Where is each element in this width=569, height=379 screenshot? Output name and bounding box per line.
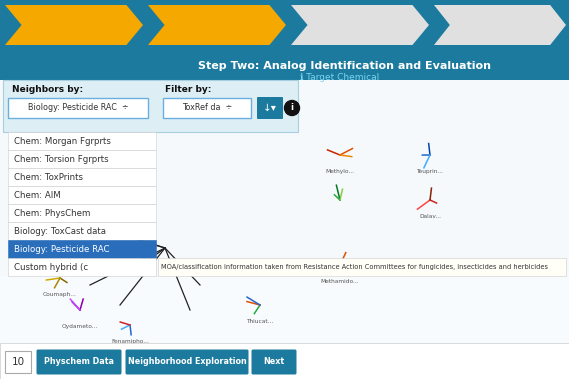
Bar — [8, 258, 156, 276]
Text: Custom hybrid (c: Custom hybrid (c — [14, 263, 88, 271]
Text: ↓▾: ↓▾ — [263, 103, 277, 113]
Bar — [8, 98, 148, 118]
FancyBboxPatch shape — [36, 349, 122, 374]
Bar — [5, 351, 31, 373]
Circle shape — [284, 100, 299, 116]
Text: Chem: Morgan Fgrprts: Chem: Morgan Fgrprts — [14, 136, 111, 146]
Text: Chem: ToxPrints: Chem: ToxPrints — [14, 172, 83, 182]
Text: Biology: Pesticide RAC  ÷: Biology: Pesticide RAC ÷ — [28, 103, 129, 113]
FancyBboxPatch shape — [251, 349, 296, 374]
Text: Chem: AIM: Chem: AIM — [14, 191, 61, 199]
Text: Biology: ToxCast data: Biology: ToxCast data — [14, 227, 106, 235]
Text: ToxRef da  ÷: ToxRef da ÷ — [182, 103, 232, 113]
Text: Step Two: Analog Identification and Evaluation: Step Two: Analog Identification and Eval… — [198, 61, 491, 71]
Text: Chem: PhysChem: Chem: PhysChem — [14, 208, 90, 218]
FancyBboxPatch shape — [126, 349, 249, 374]
Bar — [8, 222, 156, 240]
Text: Coumaph...: Coumaph... — [43, 292, 77, 297]
Text: Methamido...: Methamido... — [321, 279, 359, 284]
Polygon shape — [148, 5, 286, 45]
Text: Teuprin...: Teuprin... — [417, 169, 443, 174]
Polygon shape — [291, 5, 429, 45]
FancyBboxPatch shape — [257, 97, 283, 119]
Text: Biology: Pesticide RAC: Biology: Pesticide RAC — [14, 244, 109, 254]
Text: Chem: Torsion Fgrprts: Chem: Torsion Fgrprts — [14, 155, 109, 163]
Text: Neighbors by:: Neighbors by: — [12, 86, 83, 94]
Bar — [163, 98, 251, 118]
Text: Fenamipho...: Fenamipho... — [111, 339, 149, 344]
Text: Filter by:: Filter by: — [165, 86, 211, 94]
Text: ℹ Target Chemical: ℹ Target Chemical — [300, 72, 379, 81]
Text: i: i — [291, 103, 294, 113]
Bar — [0, 0, 569, 80]
Bar — [8, 240, 156, 258]
Text: Neighborhood Exploration: Neighborhood Exploration — [127, 357, 246, 366]
Bar — [0, 343, 569, 379]
Text: MOA/classification information taken from Resistance Action Committees for fungi: MOA/classification information taken fro… — [161, 264, 548, 270]
Text: Thiucat...: Thiucat... — [246, 319, 274, 324]
Bar — [8, 168, 156, 186]
Bar — [8, 150, 156, 168]
Polygon shape — [5, 5, 143, 45]
Bar — [3, 80, 298, 132]
Polygon shape — [434, 5, 566, 45]
Text: Dalav...: Dalav... — [419, 214, 441, 219]
Text: 10: 10 — [11, 357, 24, 367]
Bar — [8, 132, 156, 150]
Text: Oydameto...: Oydameto... — [62, 324, 98, 329]
Bar — [158, 258, 566, 276]
Text: Methylo...: Methylo... — [325, 169, 354, 174]
Text: Next: Next — [263, 357, 284, 366]
Bar — [8, 186, 156, 204]
Text: Physchem Data: Physchem Data — [44, 357, 114, 366]
Bar — [8, 204, 156, 222]
Bar — [0, 276, 569, 343]
